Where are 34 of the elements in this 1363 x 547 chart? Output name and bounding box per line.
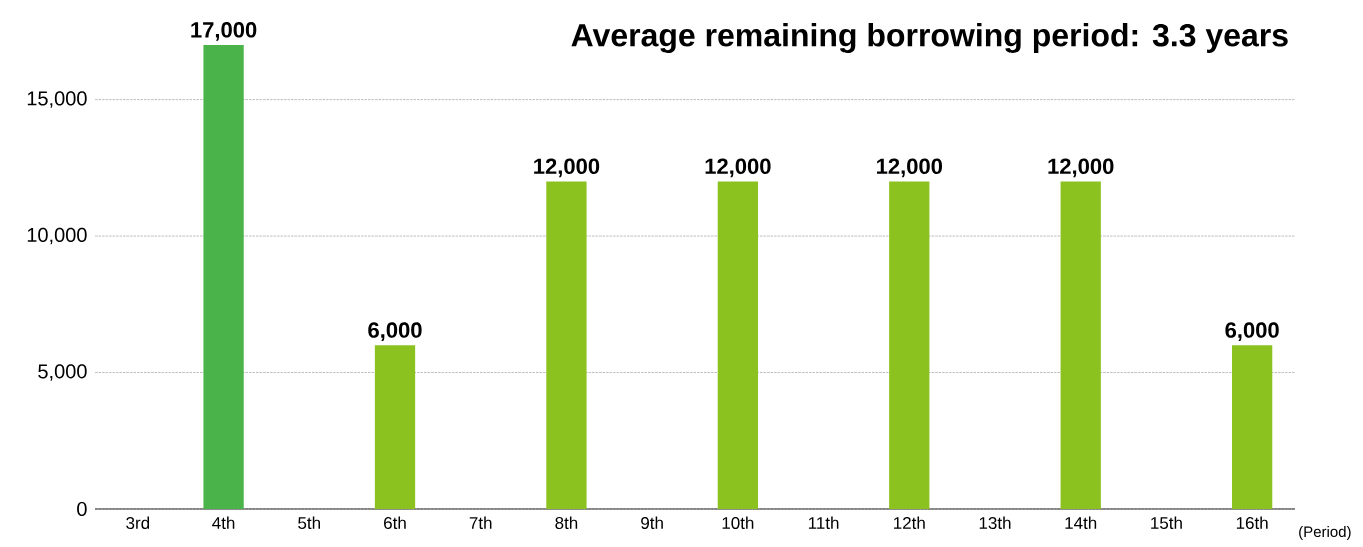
x-tick-label: 3rd: [126, 516, 150, 530]
bar: [1060, 181, 1101, 509]
y-tick-label: 5,000: [38, 364, 87, 381]
x-tick-label: 15th: [1151, 516, 1182, 530]
data-label: 12,000: [877, 158, 943, 178]
data-label: 12,000: [1048, 158, 1114, 178]
x-tick-label: 5th: [298, 516, 320, 530]
y-tick-label: 0: [77, 501, 87, 517]
y-tick-label: 10,000: [27, 227, 87, 245]
x-tick-label: 11th: [808, 516, 839, 529]
x-tick-label: 4th: [212, 516, 235, 529]
data-label: 12,000: [705, 158, 771, 178]
data-label: 6,000: [368, 322, 422, 342]
x-tick-label: 14th: [1065, 516, 1097, 529]
data-label: 6,000: [1225, 322, 1279, 342]
bar: [203, 45, 244, 509]
chart-title: Average remaining borrowing period: 3.3 years: [571, 23, 1288, 54]
data-label: 17,000: [191, 22, 257, 41]
bar: [374, 345, 416, 509]
x-tick-label: 12th: [894, 516, 925, 529]
data-label: 12,000: [534, 158, 600, 178]
x-tick-label: 10th: [722, 516, 754, 530]
bar: [1232, 345, 1273, 509]
x-tick-label: 7th: [469, 516, 492, 529]
x-tick-label: 13th: [979, 516, 1011, 530]
bar: [889, 181, 930, 509]
y-tick-label: 15,000: [27, 91, 87, 108]
x-tick-label: 16th: [1236, 516, 1268, 530]
bar: [546, 181, 587, 509]
bar: [717, 181, 758, 509]
x-tick-label: 6th: [384, 516, 406, 530]
x-tick-label: 9th: [641, 516, 663, 530]
x-axis-title: (Period): [1299, 526, 1351, 540]
x-tick-label: 8th: [555, 516, 578, 530]
